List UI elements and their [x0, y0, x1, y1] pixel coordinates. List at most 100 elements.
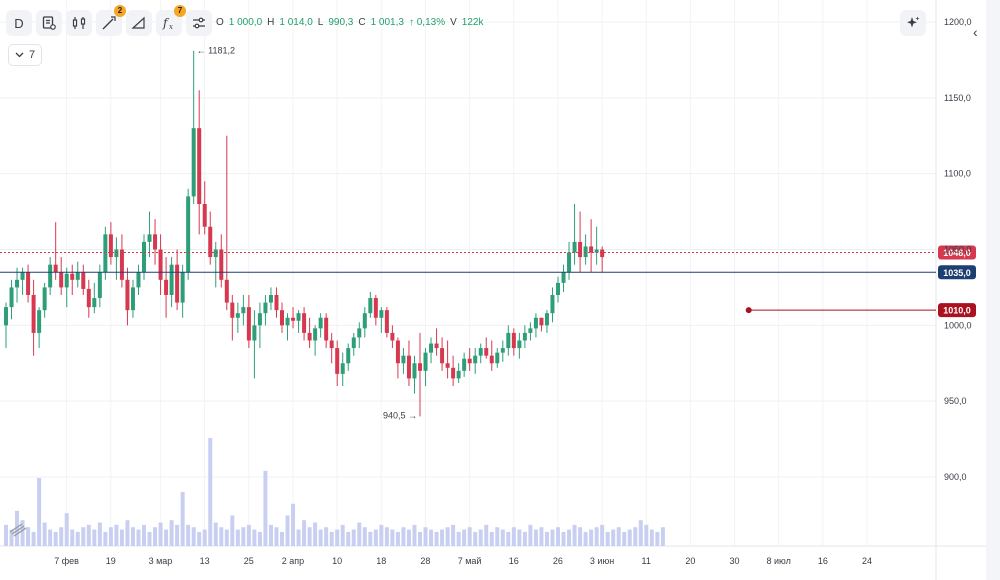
- volume-bar: [180, 492, 185, 546]
- volume-bar: [252, 529, 257, 546]
- candle: [451, 355, 456, 386]
- candle: [75, 261, 80, 288]
- y-tick-label: 1100,0: [944, 169, 971, 179]
- candle-body: [495, 352, 500, 364]
- report-button[interactable]: [36, 10, 62, 36]
- volume-bar: [533, 529, 538, 546]
- candle: [202, 181, 207, 235]
- price-label-text: 1010,0: [943, 306, 971, 316]
- indicators-icon: [72, 17, 86, 29]
- candle: [600, 246, 605, 273]
- candle-body: [484, 348, 489, 356]
- volume-bar: [208, 438, 213, 546]
- volume-bar: [351, 529, 356, 546]
- candle: [362, 307, 367, 338]
- volume-bar: [75, 531, 80, 546]
- ruler-icon: [131, 16, 145, 29]
- candle-body: [119, 249, 124, 280]
- volume-bar: [64, 513, 69, 546]
- drawing-tools-icon: [102, 16, 116, 30]
- drawing-tools-button[interactable]: 2: [96, 5, 126, 36]
- candle-body: [153, 234, 158, 250]
- x-tick-label: 19: [106, 556, 116, 566]
- candle-body: [158, 249, 163, 280]
- volume-bar: [92, 529, 97, 546]
- interval-button[interactable]: D: [6, 10, 32, 36]
- candle: [158, 234, 163, 295]
- right-side-panel: [986, 0, 1000, 580]
- candle: [153, 219, 158, 265]
- candle-body: [506, 332, 511, 349]
- volume-bar: [307, 527, 312, 546]
- close-value: 1 001,3: [370, 17, 404, 28]
- candle: [246, 295, 251, 349]
- candle: [186, 188, 191, 280]
- volume-bar: [291, 503, 296, 546]
- low-label: L: [317, 17, 324, 28]
- candle-body: [307, 332, 312, 341]
- candle-body: [434, 343, 439, 349]
- candle-body: [589, 246, 594, 253]
- volume-bar: [230, 515, 235, 546]
- volume-bar: [136, 529, 141, 546]
- candle-body: [136, 272, 141, 288]
- candle-body: [296, 313, 301, 321]
- candle: [274, 287, 279, 318]
- candle-body: [81, 272, 86, 289]
- high-annotation: ← 1181,2: [197, 46, 235, 56]
- x-tick-label: 16: [509, 556, 519, 566]
- candle: [224, 135, 229, 311]
- ai-assistant-button[interactable]: [900, 10, 926, 36]
- candle-body: [147, 234, 152, 242]
- candle: [86, 279, 91, 318]
- volume-bar: [572, 524, 577, 546]
- indicators-collapse-button[interactable]: 7: [8, 44, 43, 66]
- candle: [495, 348, 500, 368]
- candle-body: [318, 317, 323, 329]
- low-annotation: 940,5 →: [383, 411, 417, 421]
- candle: [9, 279, 14, 320]
- report-icon: [42, 16, 56, 30]
- candle: [37, 307, 42, 349]
- sparkle-icon: [907, 16, 920, 28]
- candle: [567, 241, 572, 280]
- chevron-left-icon[interactable]: ‹: [973, 24, 978, 40]
- ohlc-legend: O 1 000,0 H 1 014,0 L 990,3 C 1 001,3 ↑ …: [216, 17, 483, 28]
- ruler-button[interactable]: [126, 10, 152, 36]
- candle-body: [97, 272, 102, 299]
- candle: [401, 348, 406, 374]
- candle-body: [59, 272, 64, 288]
- candle-body: [451, 367, 456, 379]
- candle-body: [186, 196, 191, 273]
- candle-body: [583, 246, 588, 258]
- candle: [318, 313, 323, 338]
- volume-bar: [257, 531, 262, 546]
- candle: [550, 287, 555, 323]
- x-axis: 7 фев 19 3 мар 13 25 2 апр 10 18 28 7 май 16 26 3 ию…: [54, 556, 872, 566]
- candle-body: [257, 313, 262, 326]
- candle-body: [285, 317, 290, 326]
- candle-body: [500, 348, 505, 353]
- candle-body: [572, 241, 577, 253]
- candle: [406, 340, 411, 386]
- volume-bar: [213, 522, 218, 546]
- candle: [390, 325, 395, 349]
- settings-button[interactable]: [186, 10, 212, 36]
- volume-bar: [456, 531, 461, 546]
- candle-body: [125, 279, 130, 311]
- x-tick-label: 10: [332, 556, 342, 566]
- candle-body: [511, 332, 516, 349]
- settings-sliders-icon: [193, 17, 205, 29]
- volume-bar: [649, 529, 654, 546]
- candle-body: [64, 273, 69, 288]
- candle-body: [241, 307, 246, 314]
- volume-bar: [186, 524, 191, 546]
- candle: [175, 249, 180, 311]
- volume-bar: [373, 529, 378, 546]
- indicators-badge: 2: [114, 5, 126, 17]
- indicators-button[interactable]: [66, 10, 92, 36]
- candle: [335, 340, 340, 386]
- low-value: 990,3: [328, 17, 354, 28]
